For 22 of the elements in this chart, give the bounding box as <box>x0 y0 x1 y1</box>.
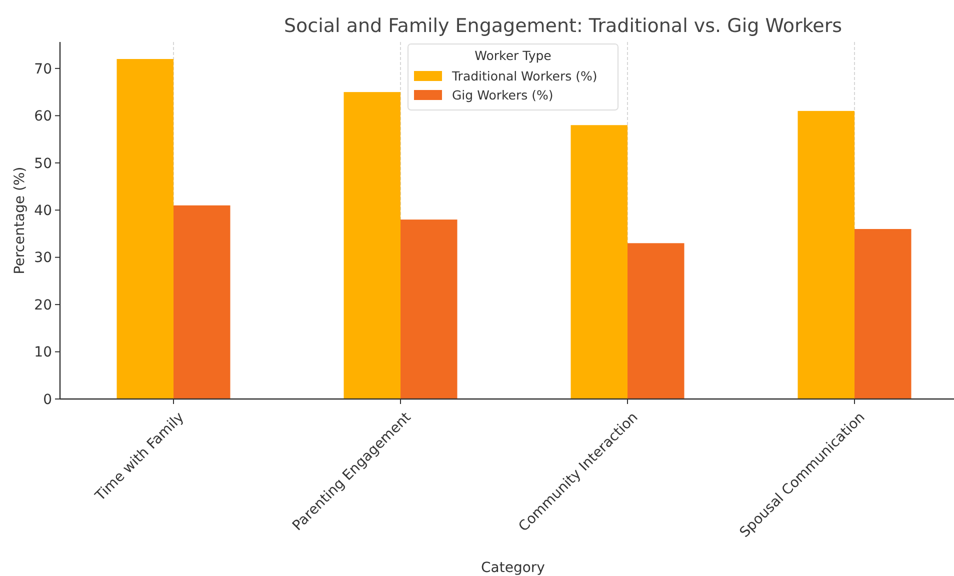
legend-label: Gig Workers (%) <box>452 87 554 102</box>
y-tick-label: 0 <box>43 392 52 408</box>
y-tick-label: 50 <box>34 156 52 172</box>
bar <box>628 243 684 399</box>
y-tick-label: 40 <box>34 203 52 220</box>
bar <box>798 110 854 399</box>
x-axis-title: Category <box>481 560 545 576</box>
bar <box>854 229 912 399</box>
legend-title: Worker Type <box>474 48 552 63</box>
y-tick-label: 30 <box>34 250 52 266</box>
y-axis-title: Percentage (%) <box>12 166 28 274</box>
y-tick-label: 10 <box>34 344 52 361</box>
y-tick-label: 70 <box>34 61 52 78</box>
bar <box>116 59 174 399</box>
chart-title: Social and Family Engagement: Traditional vs. Gig Workers <box>284 15 842 37</box>
legend-label: Traditional Workers (%) <box>451 68 598 84</box>
bar <box>174 205 230 399</box>
bar <box>344 92 400 399</box>
bar <box>570 125 628 399</box>
y-tick-label: 20 <box>34 297 52 314</box>
y-tick-label: 60 <box>34 108 52 125</box>
bar <box>400 220 458 399</box>
